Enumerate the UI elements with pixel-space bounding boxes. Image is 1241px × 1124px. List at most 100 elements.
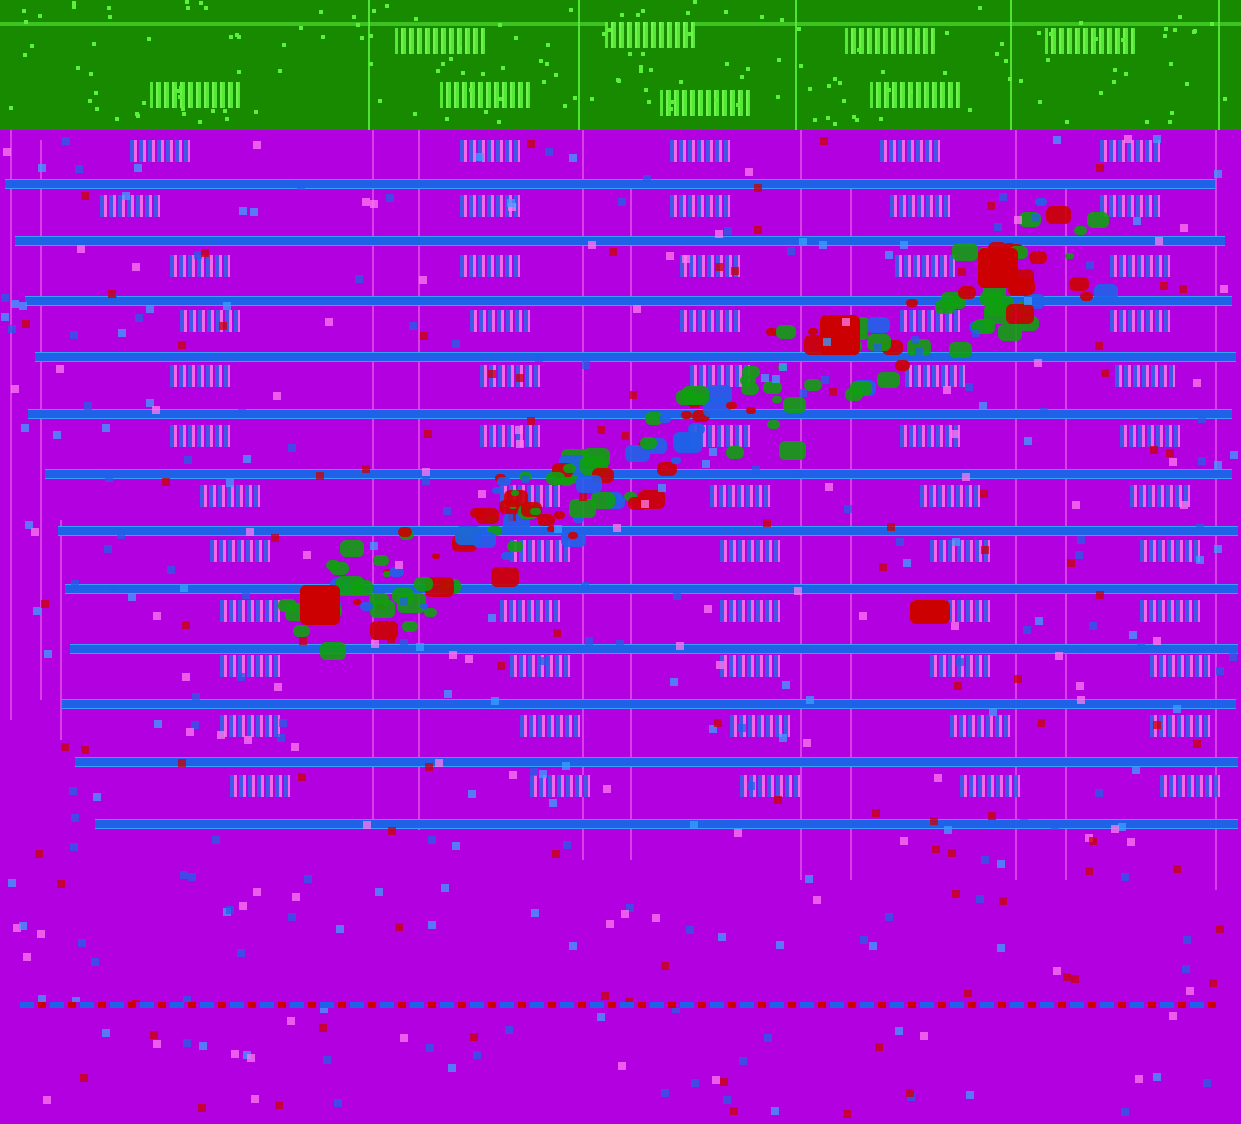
header-column-separator bbox=[1010, 0, 1012, 130]
speckle-dot bbox=[56, 365, 64, 373]
header-speckle-dot bbox=[1170, 111, 1174, 115]
diagonal-mark bbox=[351, 580, 374, 596]
table-cell-glyph bbox=[1100, 140, 1160, 162]
speckle-dot bbox=[516, 440, 524, 448]
header-speckle-dot bbox=[746, 67, 750, 71]
speckle-dot bbox=[1196, 556, 1204, 564]
table-cell-glyph bbox=[470, 310, 530, 332]
speckle-dot bbox=[776, 941, 784, 949]
table-cell-glyph bbox=[960, 775, 1020, 797]
speckle-dot bbox=[239, 902, 247, 910]
header-speckle-dot bbox=[714, 98, 718, 102]
header-speckle-dot bbox=[1099, 91, 1103, 95]
diagonal-mark bbox=[866, 334, 891, 352]
header-speckle-dot bbox=[321, 35, 325, 39]
speckle-dot bbox=[731, 267, 739, 275]
table-cell-glyph bbox=[1140, 600, 1200, 622]
speckle-dot bbox=[718, 933, 726, 941]
diagonal-mark bbox=[391, 587, 414, 603]
header-speckle-dot bbox=[378, 99, 382, 103]
speckle-dot bbox=[274, 683, 282, 691]
table-cell-glyph bbox=[1140, 540, 1200, 562]
speckle-dot bbox=[552, 850, 560, 858]
diagonal-mark bbox=[726, 401, 738, 410]
speckle-dot bbox=[22, 320, 30, 328]
speckle-dot bbox=[110, 585, 118, 593]
speckle-dot bbox=[563, 841, 571, 849]
speckle-dot bbox=[150, 1031, 158, 1039]
speckle-dot bbox=[860, 936, 868, 944]
speckle-dot bbox=[673, 592, 681, 600]
speckle-dot bbox=[435, 759, 443, 767]
speckle-dot bbox=[747, 782, 755, 790]
speckle-dot bbox=[944, 826, 952, 834]
header-speckle-dot bbox=[546, 43, 550, 47]
speckle-dot bbox=[616, 640, 624, 648]
speckle-dot bbox=[243, 455, 251, 463]
diagonal-mark bbox=[573, 515, 585, 523]
speckle-dot bbox=[491, 697, 499, 705]
header-speckle-dot bbox=[22, 9, 26, 13]
header-speckle-dot bbox=[1185, 82, 1189, 86]
speckle-dot bbox=[118, 329, 126, 337]
speckle-dot bbox=[745, 168, 753, 176]
speckle-dot bbox=[958, 268, 966, 276]
diagonal-mark bbox=[292, 625, 310, 637]
diagonal-mark bbox=[855, 331, 868, 340]
speckle-dot bbox=[291, 743, 299, 751]
speckle-dot bbox=[1096, 591, 1104, 599]
header-speckle-dot bbox=[24, 20, 28, 24]
speckle-dot bbox=[212, 836, 220, 844]
speckle-dot bbox=[244, 736, 252, 744]
speckle-dot bbox=[1121, 873, 1129, 881]
diagonal-mark bbox=[491, 486, 502, 494]
header-speckle-dot bbox=[1124, 72, 1128, 76]
speckle-dot bbox=[626, 904, 634, 912]
speckle-dot bbox=[441, 884, 449, 892]
speckle-dot bbox=[1173, 705, 1181, 713]
speckle-dot bbox=[38, 995, 46, 1003]
speckle-dot bbox=[806, 696, 814, 704]
table-cell-glyph bbox=[170, 365, 230, 387]
speckle-dot bbox=[1095, 789, 1103, 797]
speckle-dot bbox=[1089, 837, 1097, 845]
speckle-dot bbox=[183, 996, 191, 1004]
speckle-dot bbox=[1053, 967, 1061, 975]
speckle-dot bbox=[716, 661, 724, 669]
header-speckle-dot bbox=[909, 90, 913, 94]
diagonal-mark bbox=[659, 414, 672, 423]
header-speckle-dot bbox=[135, 112, 139, 116]
speckle-dot bbox=[80, 1074, 88, 1082]
diagonal-mark bbox=[559, 477, 573, 487]
speckle-dot bbox=[426, 1044, 434, 1052]
speckle-dot bbox=[37, 930, 45, 938]
speckle-dot bbox=[146, 305, 154, 313]
speckle-dot bbox=[43, 1096, 51, 1104]
table-cell-glyph bbox=[1110, 255, 1170, 277]
speckle-dot bbox=[297, 182, 305, 190]
speckle-dot bbox=[712, 1076, 720, 1084]
speckle-dot bbox=[509, 771, 517, 779]
header-speckle-dot bbox=[136, 114, 140, 118]
speckle-dot bbox=[603, 785, 611, 793]
speckle-dot bbox=[62, 137, 70, 145]
speckle-dot bbox=[618, 1062, 626, 1070]
speckle-dot bbox=[71, 580, 79, 588]
speckle-dot bbox=[952, 538, 960, 546]
header-speckle-dot bbox=[808, 87, 812, 91]
speckle-dot bbox=[320, 1005, 328, 1013]
diagonal-mark bbox=[1046, 206, 1072, 224]
speckle-dot bbox=[1063, 973, 1071, 981]
header-speckle-dot bbox=[573, 96, 577, 100]
speckle-dot bbox=[989, 708, 997, 716]
speckle-dot bbox=[709, 725, 717, 733]
speckle-dot bbox=[1183, 936, 1191, 944]
speckle-dot bbox=[873, 344, 881, 352]
speckle-dot bbox=[425, 763, 433, 771]
speckle-dot bbox=[771, 1107, 779, 1115]
speckle-dot bbox=[186, 728, 194, 736]
diagonal-mark bbox=[866, 317, 890, 334]
speckle-dot bbox=[799, 238, 807, 246]
speckle-dot bbox=[84, 402, 92, 410]
speckle-dot bbox=[198, 1104, 206, 1112]
